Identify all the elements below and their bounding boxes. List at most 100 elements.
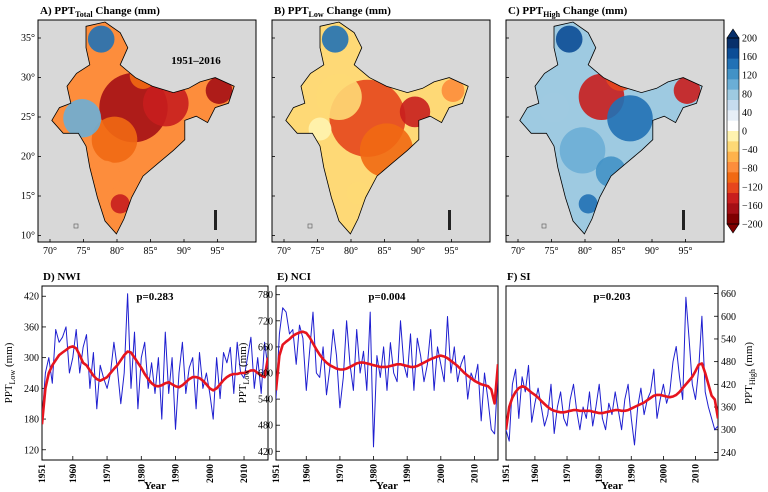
map-lon-tick: 85° bbox=[612, 246, 626, 257]
map-lon-tick: 75° bbox=[545, 246, 559, 257]
x-tick-label: 2010 bbox=[240, 464, 250, 483]
colorbar-segment bbox=[727, 48, 739, 59]
p-value-annotation: p=0.004 bbox=[368, 291, 406, 303]
x-tick-label: 2000 bbox=[659, 464, 669, 483]
colorbar-tick-label: 80 bbox=[742, 89, 752, 100]
y-axis-label: PPTLow (mm) bbox=[3, 342, 17, 403]
y-tick-label: 600 bbox=[258, 369, 273, 380]
y-tick-label: 540 bbox=[258, 395, 273, 406]
y-tick-label: 420 bbox=[721, 380, 736, 391]
x-tick-label: 1970 bbox=[103, 464, 113, 483]
y-tick-label: 120 bbox=[24, 445, 39, 456]
colorbar-tick-label: 160 bbox=[742, 52, 757, 63]
x-tick-label: 2000 bbox=[437, 464, 447, 483]
colorbar-segment bbox=[727, 162, 739, 173]
x-tick-label: 1960 bbox=[69, 464, 79, 483]
map-lat-tick: 30° bbox=[21, 73, 35, 84]
map-lon-tick: 70° bbox=[511, 246, 525, 257]
map-panel-2: B) PPTLow Change (mm) 70° 75° 80° 85° 90° 95° bbox=[271, 5, 491, 257]
colorbar-tick-label: 200 bbox=[742, 34, 757, 45]
map-lon-tick: 95° bbox=[679, 246, 693, 257]
map-lon-tick: 90° bbox=[645, 246, 659, 257]
map-lon-tick: 80° bbox=[578, 246, 592, 257]
map-title: A) PPTTotal Change (mm) bbox=[40, 5, 160, 19]
chart-1: D) NWI p=0.283 120 180 240 300 360 420 1951 1960 1… bbox=[3, 271, 269, 492]
island-marks bbox=[307, 223, 313, 229]
y-tick-label: 600 bbox=[721, 312, 736, 323]
annual-series-line bbox=[42, 293, 268, 430]
chart-plot-area bbox=[505, 285, 719, 461]
chart-3: F) SI p=0.203 240 300 360 420 480 540 600 660 1951… bbox=[502, 271, 757, 492]
y-tick-label: 240 bbox=[721, 448, 736, 459]
colorbar-tick-label: 120 bbox=[742, 71, 757, 82]
colorbar-segment bbox=[727, 172, 739, 183]
map-period-label: 1951–2016 bbox=[171, 55, 221, 67]
x-tick-label: 2000 bbox=[206, 464, 216, 483]
map-title: B) PPTLow Change (mm) bbox=[274, 5, 391, 19]
colorbar-segment bbox=[727, 100, 739, 111]
smoothed-series-line bbox=[276, 330, 498, 405]
y-tick-label: 180 bbox=[24, 415, 39, 426]
colorbar-segment bbox=[727, 182, 739, 194]
colorbar-top-arrow bbox=[726, 28, 740, 39]
colorbar-segment bbox=[727, 193, 739, 204]
p-value-annotation: p=0.203 bbox=[593, 291, 631, 303]
colorbar-bottom-arrow bbox=[726, 223, 740, 234]
map-title: C) PPTHigh Change (mm) bbox=[508, 5, 628, 19]
colorbar-tick-label: 40 bbox=[742, 108, 752, 119]
map-lat-tick: 20° bbox=[21, 152, 35, 163]
island-marks bbox=[541, 223, 547, 229]
smoothed-series-line bbox=[42, 345, 268, 425]
colorbar-segment bbox=[727, 58, 739, 70]
map-lon-tick: 75° bbox=[311, 246, 325, 257]
map-panel-1: A) PPTTotal Change (mm) 1951–2016 70° 75° 80… bbox=[21, 5, 257, 257]
colorbar-segment bbox=[727, 131, 739, 142]
colorbar-segment bbox=[727, 141, 739, 152]
map-lon-tick: 85° bbox=[144, 246, 158, 257]
map-lon-tick: 90° bbox=[177, 246, 191, 257]
x-tick-label: 1960 bbox=[302, 464, 312, 483]
map-panel-3: C) PPTHigh Change (mm) 70° 75° 80° 85° 90° 95° bbox=[505, 5, 725, 257]
colorbar-segment bbox=[727, 38, 739, 49]
map-lat-tick: 25° bbox=[21, 112, 35, 123]
y-tick-label: 780 bbox=[258, 290, 273, 301]
x-axis-label: Year bbox=[144, 480, 166, 492]
x-tick-label: 1970 bbox=[336, 464, 346, 483]
colorbar-segment bbox=[727, 89, 739, 101]
y-tick-label: 360 bbox=[24, 322, 39, 333]
chart-title: D) NWI bbox=[43, 271, 81, 283]
y-tick-label: 240 bbox=[24, 384, 39, 395]
map-lon-tick: 80° bbox=[344, 246, 358, 257]
x-tick-label: 1960 bbox=[531, 464, 541, 483]
annual-series-line bbox=[506, 296, 718, 446]
x-tick-label: 2010 bbox=[470, 464, 480, 483]
y-tick-label: 660 bbox=[258, 342, 273, 353]
map-lon-tick: 90° bbox=[411, 246, 425, 257]
y-tick-label: 420 bbox=[24, 292, 39, 303]
smoothed-series-line bbox=[506, 362, 718, 430]
colorbar-tick-label: −160 bbox=[742, 201, 763, 212]
island-marks bbox=[73, 223, 79, 229]
x-axis-label: Year bbox=[601, 480, 623, 492]
y-tick-label: 660 bbox=[721, 289, 736, 300]
x-tick-label: 1990 bbox=[627, 464, 637, 483]
map-lon-tick: 85° bbox=[378, 246, 392, 257]
chart-2: E) NCI p=0.004 420 480 540 600 660 720 780 1951 19… bbox=[237, 271, 499, 492]
annual-series-line bbox=[276, 307, 498, 448]
y-tick-label: 480 bbox=[258, 421, 273, 432]
x-tick-label: 1951 bbox=[272, 464, 282, 483]
chart-title: F) SI bbox=[507, 271, 531, 283]
x-tick-label: 1990 bbox=[172, 464, 182, 483]
colorbar-segment bbox=[727, 203, 739, 214]
map-lon-tick: 95° bbox=[211, 246, 225, 257]
colorbar-tick-label: −40 bbox=[742, 145, 758, 156]
x-tick-label: 1980 bbox=[137, 464, 147, 483]
map-lat-tick: 15° bbox=[21, 191, 35, 202]
x-tick-label: 1980 bbox=[595, 464, 605, 483]
y-tick-label: 420 bbox=[258, 447, 273, 458]
x-axis-label: Year bbox=[376, 480, 398, 492]
colorbar-segment bbox=[727, 151, 739, 163]
chart-title: E) NCI bbox=[277, 271, 311, 283]
island-marks bbox=[682, 210, 685, 230]
x-tick-label: 2010 bbox=[692, 464, 702, 483]
